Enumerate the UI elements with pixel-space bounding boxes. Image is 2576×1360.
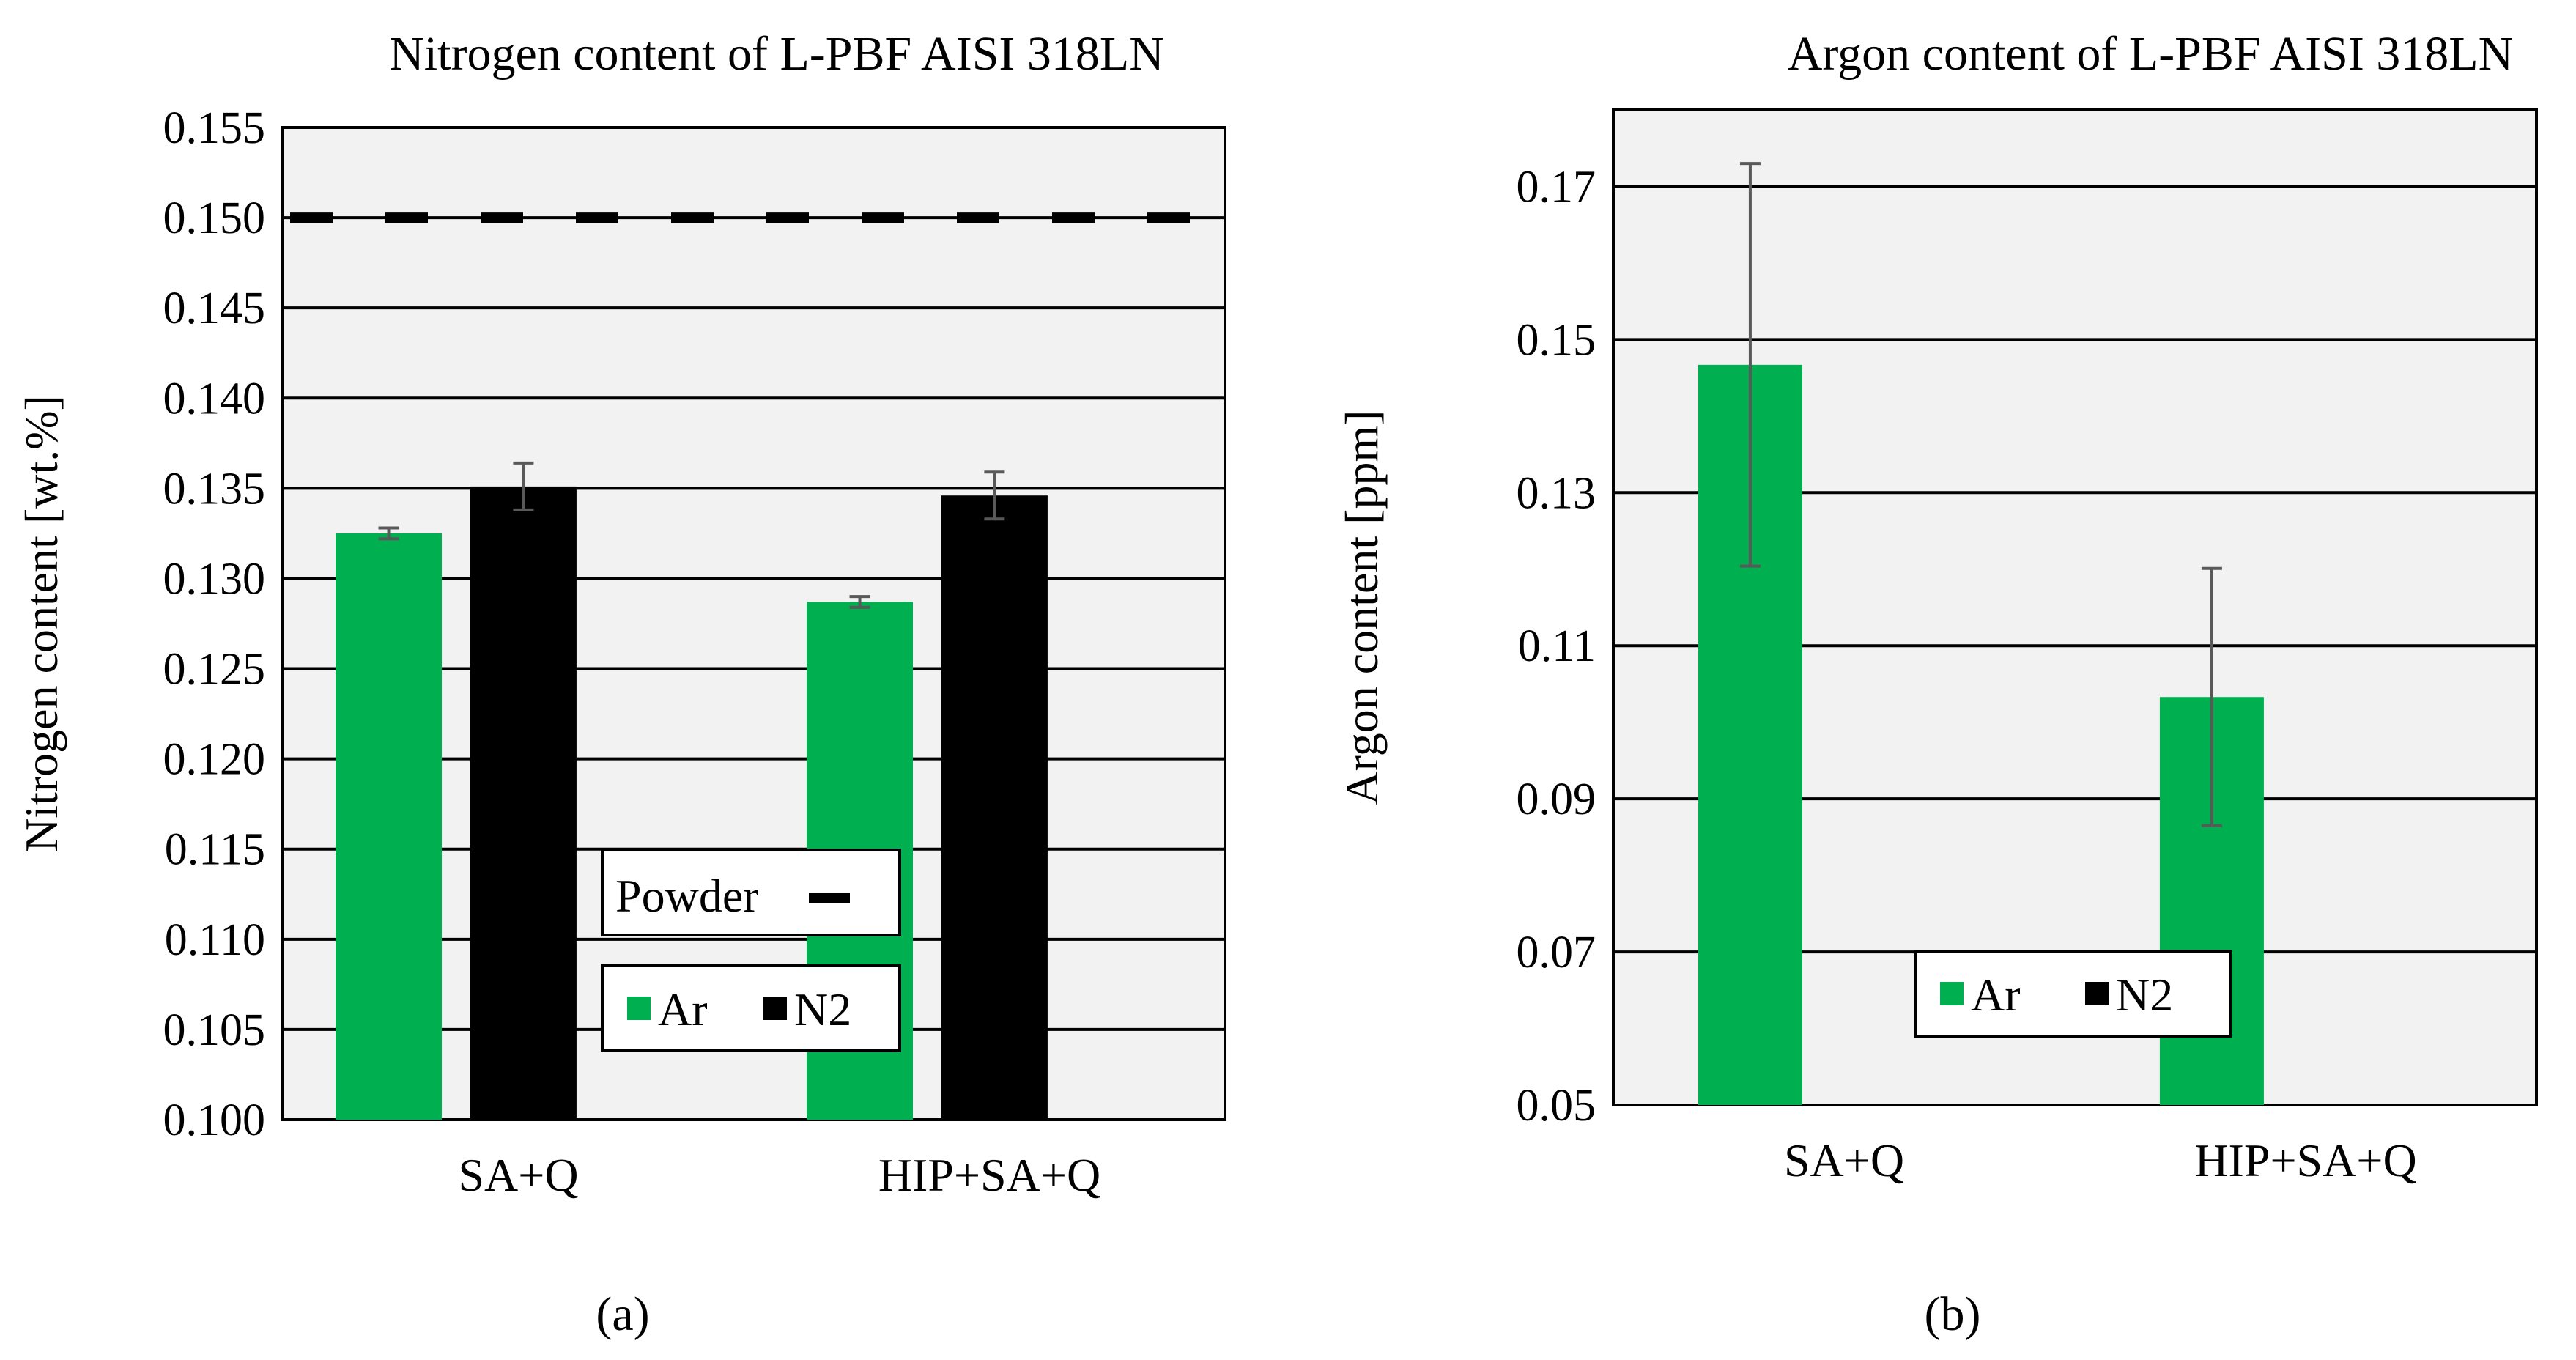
y-tick-label: 0.17 <box>1517 162 1596 212</box>
y-axis-label: Argon content [ppm] <box>1336 410 1388 805</box>
y-axis-label: Nitrogen content [wt.%] <box>15 395 67 852</box>
category-label: HIP+SA+Q <box>2194 1134 2416 1186</box>
legend-label-ar: Ar <box>658 983 708 1035</box>
y-tick-label: 0.05 <box>1517 1081 1596 1131</box>
y-tick-label: 0.145 <box>163 284 266 333</box>
y-tick-label: 0.125 <box>163 645 266 695</box>
y-tick-label: 0.13 <box>1517 468 1596 518</box>
chart-title: Argon content of L-PBF AISI 318LN <box>1788 27 2514 81</box>
x-tick-labels: SA+Q HIP+SA+Q <box>1784 1134 2417 1186</box>
legend-box <box>601 964 901 1052</box>
bar-n2-0 <box>470 486 577 1120</box>
sublabel-a: (a) <box>596 1287 649 1341</box>
argon-chart: Argon content of L-PBF AISI 318LN 0.050.… <box>1336 27 2538 1341</box>
error-bars <box>1739 162 2222 827</box>
y-tick-labels: 0.100 0.105 0.110 0.115 0.120 0.125 0.130 0.135… <box>163 103 266 1145</box>
y-tick-label: 0.130 <box>163 554 266 604</box>
y-tick-label: 0.150 <box>163 193 266 243</box>
bar-n2-1 <box>941 495 1048 1120</box>
legend-powder: Powder <box>601 849 901 936</box>
y-tick-label: 0.100 <box>163 1095 266 1145</box>
legend-series: Ar N2 <box>601 964 901 1052</box>
y-tick-label: 0.11 <box>1518 621 1596 671</box>
y-tick-label: 0.09 <box>1517 775 1596 824</box>
sublabel-b: (b) <box>1925 1287 1981 1341</box>
y-tick-labels: 0.05 0.07 0.09 0.11 0.13 0.15 0.17 <box>1517 162 1596 1131</box>
y-tick-label: 0.115 <box>165 825 265 875</box>
legend-label-n2: N2 <box>794 983 851 1035</box>
y-tick-label: 0.120 <box>163 735 266 785</box>
legend-swatch-n2 <box>763 997 787 1020</box>
legend-series: Ar N2 <box>1914 950 2232 1038</box>
y-tick-label: 0.155 <box>163 103 266 153</box>
bar-ar-0 <box>336 533 443 1120</box>
legend-swatch-n2 <box>2085 982 2109 1005</box>
y-tick-label: 0.15 <box>1517 315 1596 365</box>
category-label: SA+Q <box>1784 1134 1904 1186</box>
legend-label-ar: Ar <box>1971 969 2021 1021</box>
error-bars <box>378 461 1005 609</box>
nitrogen-chart: Nitrogen content of L-PBF AISI 318LN 0.1… <box>15 27 1226 1341</box>
y-tick-label: 0.135 <box>163 464 266 514</box>
legend-label-n2: N2 <box>2116 969 2173 1021</box>
y-tick-label: 0.110 <box>165 915 265 965</box>
legend-swatch-ar <box>1940 982 1964 1005</box>
y-tick-label: 0.105 <box>163 1005 266 1055</box>
category-label: SA+Q <box>458 1149 578 1201</box>
category-label: HIP+SA+Q <box>878 1149 1100 1201</box>
y-tick-label: 0.140 <box>163 374 266 424</box>
x-tick-labels: SA+Q HIP+SA+Q <box>458 1149 1100 1201</box>
chart-title: Nitrogen content of L-PBF AISI 318LN <box>389 27 1164 81</box>
legend-label-powder: Powder <box>615 870 759 922</box>
legend-box <box>1914 950 2232 1038</box>
legend-swatch-ar <box>627 997 651 1020</box>
y-tick-label: 0.07 <box>1517 928 1596 978</box>
